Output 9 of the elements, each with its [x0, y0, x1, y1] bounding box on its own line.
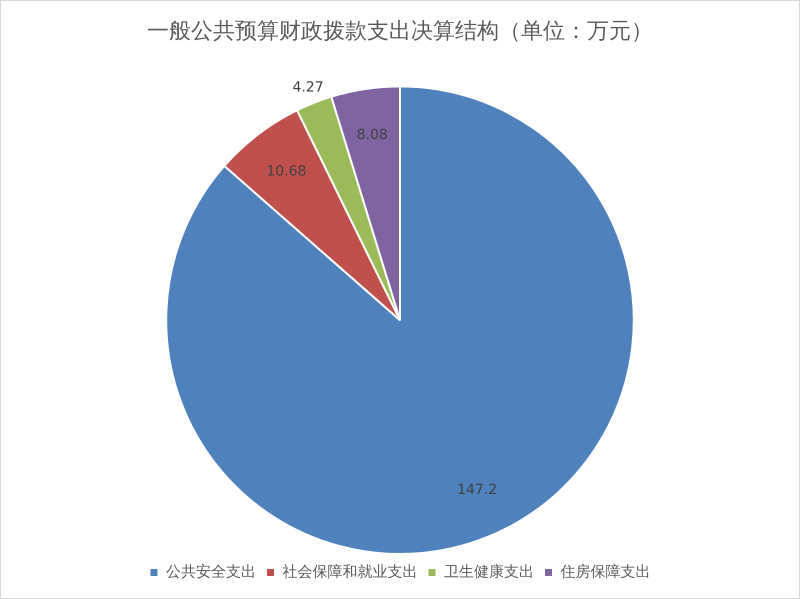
data-label: 8.08 — [356, 126, 388, 143]
data-label: 147.2 — [457, 482, 498, 498]
legend-label: 社会保障和就业支出 — [282, 562, 418, 580]
data-label: 10.68 — [266, 163, 306, 180]
legend-label: 公共安全支出 — [166, 562, 256, 580]
data-label: 4.27 — [292, 80, 324, 96]
legend-label: 卫生健康支出 — [444, 562, 534, 580]
chart-title: 一般公共预算财政拨款支出决算结构（单位：万元） — [147, 18, 653, 44]
legend-label: 住房保障支出 — [560, 562, 650, 580]
